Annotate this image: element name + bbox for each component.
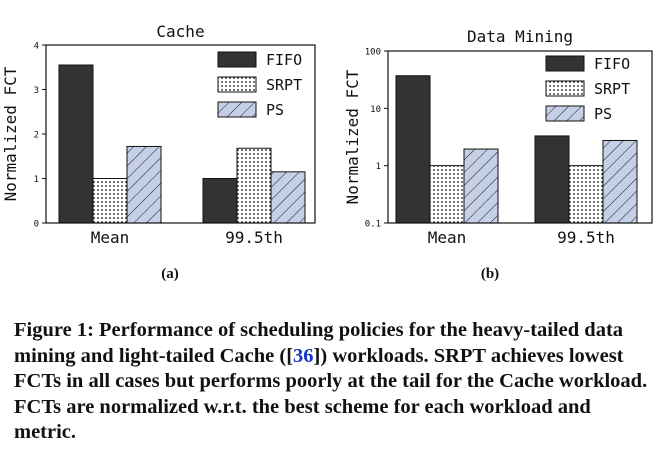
legend-swatch-fifo bbox=[217, 51, 257, 68]
y-axis-label: Normalized FCT bbox=[343, 69, 362, 204]
y-tick-label: 100 bbox=[365, 48, 381, 58]
chart-title: Cache bbox=[156, 22, 204, 41]
chart-panel-1: Cache Normalized FCT 0 1 2 3 4 Mean 99.5th FIFO SR… bbox=[1, 22, 316, 282]
plot-frame bbox=[387, 50, 653, 224]
y-tick-label: 0.1 bbox=[365, 220, 381, 230]
y-tick-label: 1 bbox=[376, 162, 381, 172]
legend-label-srpt: SRPT bbox=[594, 80, 630, 98]
y-tick-label: 10 bbox=[370, 105, 381, 115]
legend-swatch-srpt bbox=[217, 76, 257, 93]
bar-ps-995th bbox=[270, 171, 306, 224]
legend-swatch-ps bbox=[217, 101, 257, 118]
chart-panel-2: Data Mining Normalized FCT 0.1 1 10 100 Mean 99… bbox=[343, 27, 653, 282]
bar-ps-995th bbox=[602, 139, 638, 224]
y-tick-label: 2 bbox=[34, 131, 39, 141]
x-tick-label: 99.5th bbox=[225, 228, 283, 247]
legend-label-srpt: SRPT bbox=[266, 76, 302, 94]
legend-swatch-ps bbox=[545, 105, 585, 122]
figure-charts: Cache Normalized FCT 0 1 2 3 4 Mean 99.5th FIFO SR… bbox=[1, 22, 653, 282]
y-tick-label: 1 bbox=[34, 175, 39, 185]
x-tick-label: Mean bbox=[91, 228, 130, 247]
bar-fifo-mean bbox=[58, 64, 94, 224]
bar-srpt-mean bbox=[429, 165, 465, 224]
y-tick-label: 0 bbox=[34, 220, 39, 230]
x-tick-label: 99.5th bbox=[557, 228, 615, 247]
bar-fifo-mean bbox=[395, 75, 431, 224]
legend-label-ps: PS bbox=[594, 105, 612, 123]
legend-label-fifo: FIFO bbox=[266, 51, 302, 69]
subfigure-label: (b) bbox=[481, 266, 499, 282]
x-tick-label: Mean bbox=[428, 228, 467, 247]
bar-ps-mean bbox=[463, 148, 499, 224]
bar-ps-mean bbox=[126, 145, 162, 224]
bar-srpt-mean bbox=[92, 178, 128, 224]
legend-swatch-fifo bbox=[545, 55, 585, 72]
caption-lead: Figure 1: Performance of scheduling poli… bbox=[14, 319, 624, 367]
legend-label-fifo: FIFO bbox=[594, 55, 630, 73]
figure-caption: Figure 1: Performance of scheduling poli… bbox=[14, 318, 654, 446]
y-tick-label: 4 bbox=[34, 42, 39, 52]
caption-reference-link[interactable]: 36 bbox=[293, 344, 314, 367]
bar-srpt-995th bbox=[236, 147, 272, 224]
y-tick-label: 3 bbox=[34, 86, 39, 96]
bar-srpt-995th bbox=[568, 165, 604, 224]
chart-title: Data Mining bbox=[467, 27, 573, 46]
y-axis-label: Normalized FCT bbox=[1, 66, 20, 201]
subfigure-label: (a) bbox=[161, 266, 179, 282]
legend-label-ps: PS bbox=[266, 101, 284, 119]
bar-fifo-995th bbox=[202, 178, 238, 224]
legend-swatch-srpt bbox=[545, 80, 585, 97]
caption-tail: ]) workloads. SRPT achieves lowest FCTs … bbox=[14, 344, 648, 444]
bar-fifo-995th bbox=[534, 135, 570, 224]
